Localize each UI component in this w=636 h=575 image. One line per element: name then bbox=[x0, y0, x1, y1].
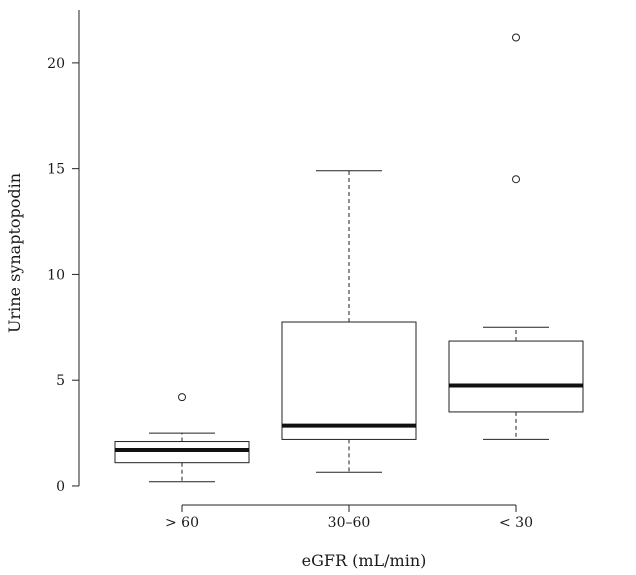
y-tick-label: 20 bbox=[47, 56, 65, 72]
y-tick-label: 15 bbox=[47, 162, 65, 178]
x-tick-label: < 30 bbox=[499, 515, 533, 531]
y-axis: 0 5 10 15 20 bbox=[47, 10, 80, 495]
box-group bbox=[114, 393, 250, 483]
y-axis-title: Urine synaptopodin bbox=[5, 173, 24, 333]
y-tick-label: 10 bbox=[47, 267, 65, 283]
outlier-point bbox=[512, 33, 520, 42]
x-tick-label: 30–60 bbox=[328, 515, 371, 531]
box-groups bbox=[114, 33, 584, 483]
iqr-box bbox=[448, 340, 584, 413]
outlier-point bbox=[178, 393, 186, 402]
box-group bbox=[448, 33, 584, 440]
x-axis-title: eGFR (mL/min) bbox=[302, 551, 427, 570]
iqr-box bbox=[114, 441, 250, 464]
outlier-point bbox=[512, 175, 520, 184]
x-axis: > 60 30–60 < 30 bbox=[165, 504, 533, 531]
x-tick-label: > 60 bbox=[165, 515, 199, 531]
y-tick-label: 0 bbox=[56, 479, 65, 495]
iqr-box bbox=[281, 321, 417, 440]
y-tick-label: 5 bbox=[56, 373, 65, 389]
box-group bbox=[281, 170, 417, 473]
